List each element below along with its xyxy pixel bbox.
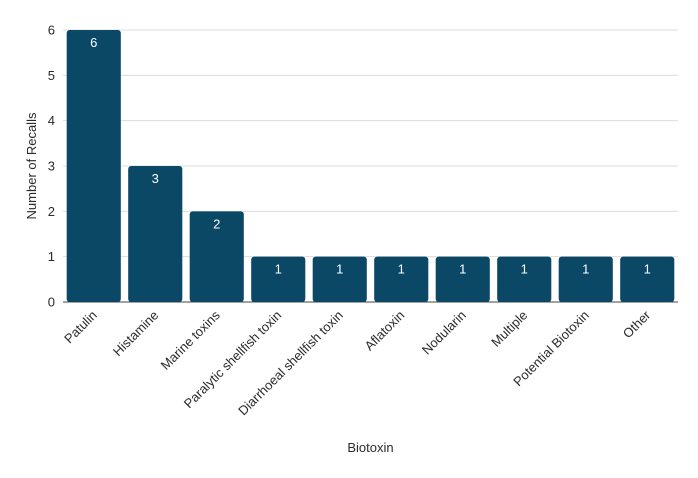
bar-value-label: 6	[90, 35, 97, 50]
x-tick-label: Diarrhoeal shellfish toxin	[235, 308, 346, 419]
x-axis-title: Biotoxin	[347, 440, 393, 455]
data-labels: 6 3 2 1 1 1 1 1 1 1	[90, 35, 651, 277]
bar	[251, 256, 306, 302]
y-axis-title: Number of Recalls	[24, 112, 39, 219]
x-tick-label: Marine toxins	[158, 307, 224, 373]
y-tick-label: 0	[48, 295, 55, 310]
x-tick-label: Patulin	[61, 308, 100, 347]
bar	[189, 211, 244, 302]
y-tick-label: 2	[48, 204, 55, 219]
bar-value-label: 3	[152, 171, 159, 186]
x-tick-label: Histamine	[110, 308, 161, 359]
bar-value-label: 1	[582, 262, 589, 277]
bar	[66, 30, 121, 302]
bar	[435, 256, 490, 302]
bar-value-label: 1	[336, 262, 343, 277]
x-tick-label: Nodularin	[419, 308, 469, 358]
bar-value-label: 2	[213, 216, 220, 231]
bar-value-label: 1	[398, 262, 405, 277]
x-tick-label: Aflatoxin	[361, 308, 407, 354]
y-tick-label: 1	[48, 249, 55, 264]
y-tick-label: 5	[48, 68, 55, 83]
bar	[312, 256, 367, 302]
bars	[66, 30, 675, 302]
bar-value-label: 1	[275, 262, 282, 277]
bar	[128, 166, 183, 302]
bar-value-label: 1	[644, 262, 651, 277]
bar	[558, 256, 613, 302]
y-tick-label: 6	[48, 23, 55, 38]
bar-value-label: 1	[521, 262, 528, 277]
x-tick-label: Multiple	[488, 308, 530, 350]
bar	[620, 256, 675, 302]
bar	[374, 256, 429, 302]
bar	[497, 256, 552, 302]
y-tick-label: 3	[48, 159, 55, 174]
bar-value-label: 1	[459, 262, 466, 277]
y-axis-ticks: 0 1 2 3 4 5 6	[48, 23, 55, 310]
y-tick-label: 4	[48, 113, 55, 128]
x-tick-label: Other	[620, 307, 654, 341]
